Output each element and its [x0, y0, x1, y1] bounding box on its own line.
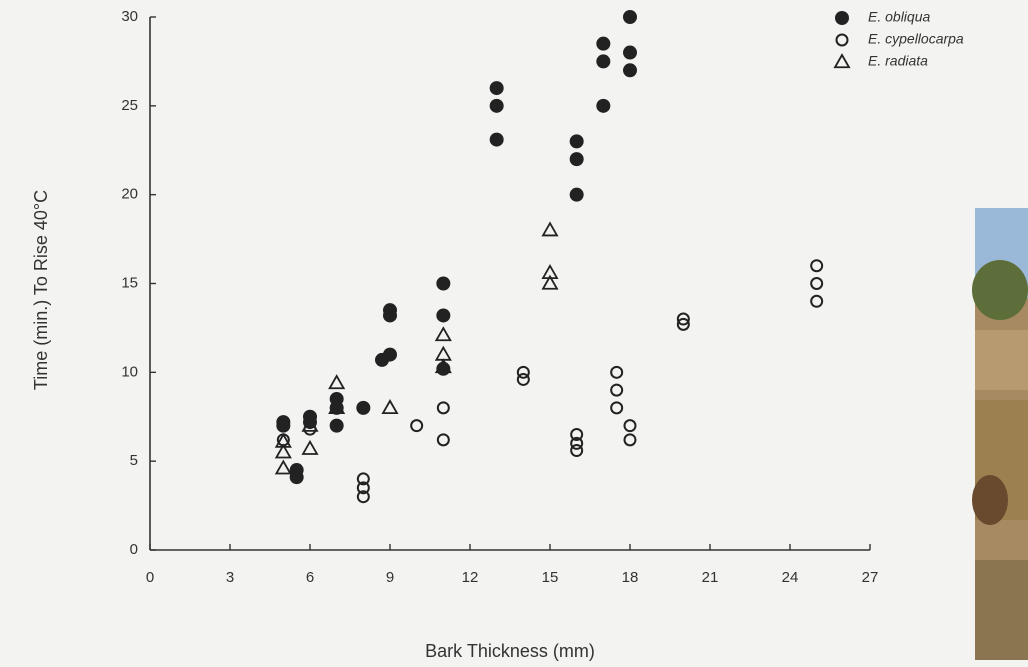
- legend-label: E. radiata: [868, 53, 928, 69]
- y-tick-label: 30: [121, 8, 138, 25]
- x-tick-label: 18: [622, 569, 639, 586]
- point: [329, 400, 344, 415]
- point: [436, 308, 451, 323]
- point: [569, 152, 584, 167]
- x-tick-label: 6: [306, 569, 314, 586]
- point: [810, 277, 824, 290]
- point: [596, 98, 611, 113]
- x-tick-label: 21: [702, 569, 719, 586]
- point: [676, 312, 690, 326]
- y-axis-label: Time (min.) To Rise 40°C: [31, 190, 51, 390]
- point: [541, 274, 559, 290]
- x-tick-label: 15: [542, 569, 559, 586]
- point: [570, 444, 584, 458]
- point: [623, 10, 637, 24]
- point: [489, 132, 504, 147]
- point: [301, 416, 319, 432]
- point: [623, 433, 637, 447]
- point: [623, 63, 637, 78]
- point: [410, 419, 424, 433]
- point: [436, 433, 450, 447]
- point: [596, 36, 611, 51]
- point: [329, 418, 344, 433]
- point: [356, 481, 370, 495]
- point: [328, 399, 346, 415]
- legend-marker: [835, 33, 849, 47]
- legend-label: E. cypellocarpa: [868, 31, 964, 47]
- legend-marker: [833, 53, 851, 69]
- point: [356, 400, 371, 415]
- point: [356, 472, 370, 486]
- y-tick-label: 10: [121, 363, 138, 380]
- point: [570, 428, 584, 442]
- y-tick-label: 20: [121, 186, 138, 203]
- point: [436, 401, 450, 415]
- point: [570, 436, 584, 450]
- legend-label: E. obliqua: [868, 9, 930, 25]
- x-tick-label: 3: [226, 569, 234, 586]
- point: [274, 443, 292, 459]
- point: [541, 221, 559, 237]
- point: [381, 399, 399, 415]
- legend-marker: [835, 11, 849, 25]
- point: [610, 365, 624, 379]
- point: [610, 401, 624, 415]
- x-tick-label: 9: [386, 569, 394, 586]
- point: [623, 419, 637, 433]
- x-axis-label: Bark Thickness (mm): [425, 641, 595, 661]
- point: [434, 326, 452, 342]
- point: [436, 276, 451, 291]
- point: [274, 459, 292, 475]
- point: [676, 317, 690, 331]
- photo: [972, 208, 1028, 660]
- x-tick-label: 24: [782, 569, 799, 586]
- point: [383, 308, 397, 323]
- point: [489, 81, 504, 96]
- point: [434, 358, 452, 374]
- point: [596, 54, 611, 69]
- point: [569, 187, 584, 202]
- point: [810, 259, 824, 273]
- point: [301, 439, 319, 455]
- point: [356, 490, 370, 504]
- y-tick-label: 25: [121, 97, 138, 114]
- x-tick-label: 27: [862, 569, 879, 586]
- y-tick-label: 5: [130, 452, 138, 469]
- point: [328, 374, 346, 390]
- x-tick-label: 0: [146, 569, 154, 586]
- point: [810, 294, 824, 308]
- point: [623, 45, 637, 60]
- point: [383, 347, 397, 362]
- point: [289, 470, 304, 485]
- point: [516, 365, 530, 379]
- y-tick-label: 15: [121, 274, 138, 291]
- point: [516, 372, 530, 386]
- point: [610, 383, 624, 397]
- point: [274, 432, 292, 448]
- point: [276, 418, 291, 433]
- y-tick-label: 0: [130, 541, 138, 558]
- point: [569, 134, 584, 149]
- x-tick-label: 12: [462, 569, 479, 586]
- point: [489, 98, 504, 113]
